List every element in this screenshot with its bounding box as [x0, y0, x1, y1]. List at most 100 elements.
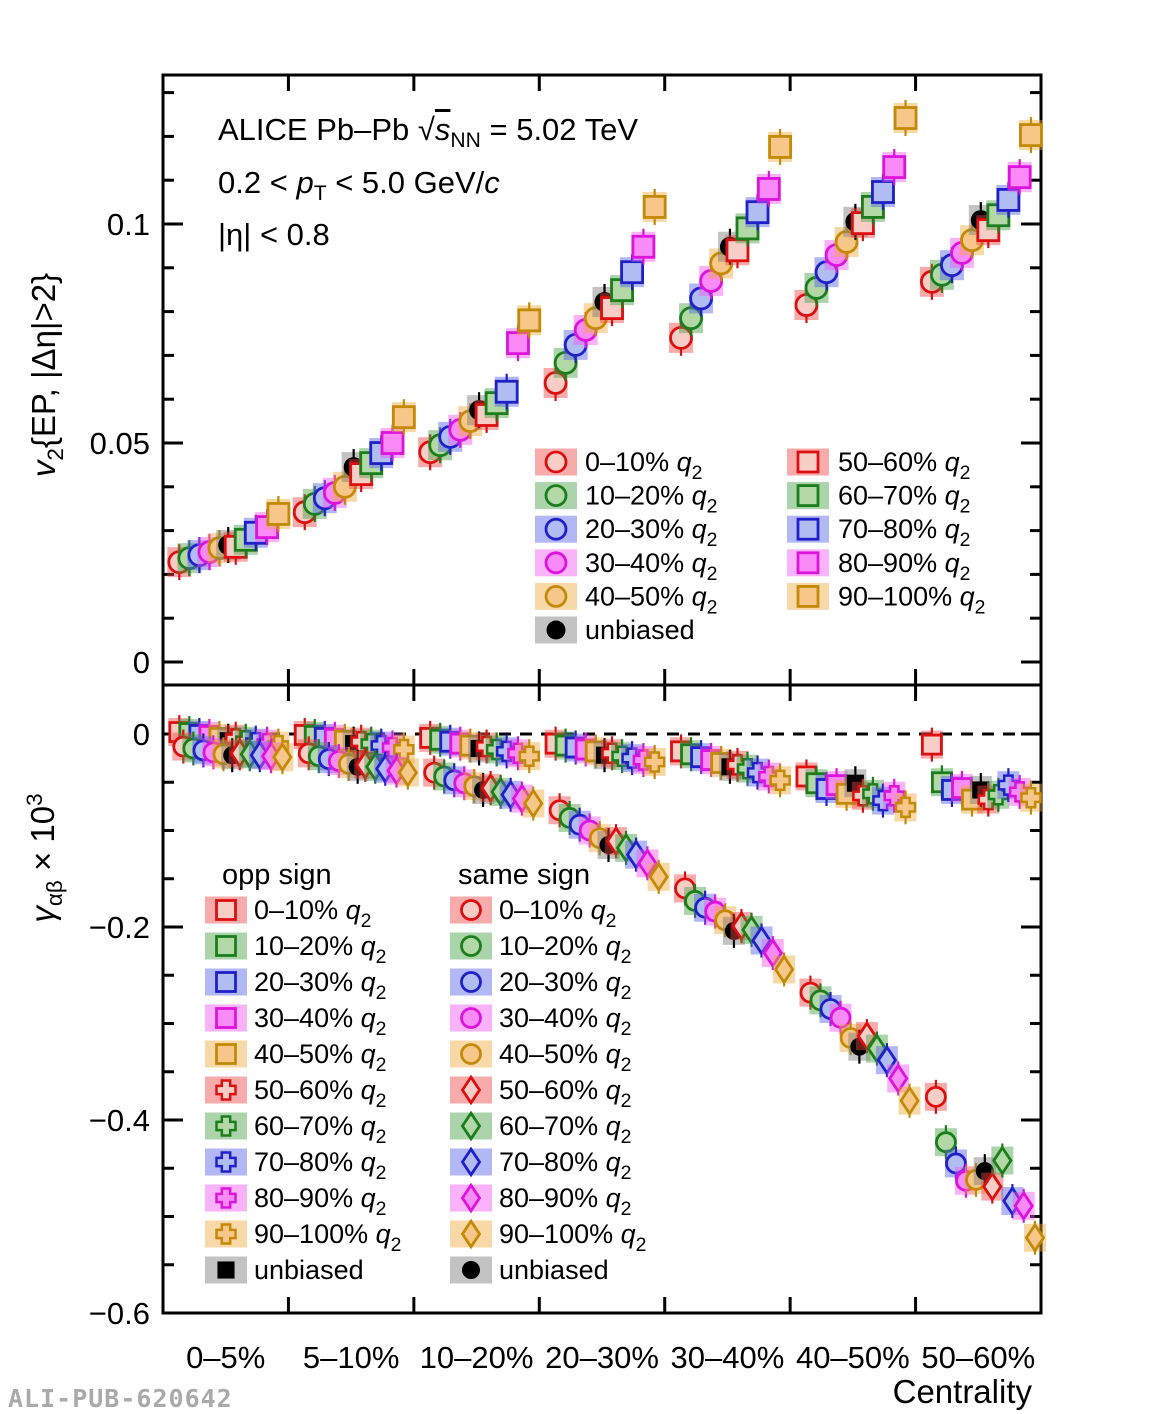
- y-tick-label: −0.6: [89, 1296, 150, 1331]
- data-point-marker: [882, 155, 907, 179]
- data-point-marker: [888, 1063, 909, 1094]
- data-point-marker: [642, 195, 667, 219]
- y-tick-label: 0.05: [90, 426, 150, 461]
- data-point-marker: [996, 188, 1021, 212]
- series-90–100% q₂: [271, 740, 1046, 1255]
- data-point-marker: [266, 502, 291, 526]
- legend-item: 30–40% q2: [205, 1003, 386, 1040]
- legend-item: 10–20% q2: [205, 931, 386, 968]
- data-point-marker: [460, 1146, 482, 1178]
- legend-item: 0–10% q2: [450, 895, 616, 932]
- legend-label: 80–90% q2: [838, 548, 970, 585]
- sqrt-symbol: √: [417, 112, 435, 147]
- legend-label: 30–40% q2: [254, 1003, 386, 1040]
- annotation-line1: ALICE Pb–Pb √sNN = 5.02 TeV: [218, 112, 639, 153]
- watermark: ALI-PUB-620642: [8, 1384, 233, 1413]
- data-point-marker: [460, 1074, 482, 1106]
- y-tick-label: −0.4: [89, 1103, 150, 1138]
- data-point-marker: [621, 747, 643, 769]
- legend-label: unbiased: [585, 615, 695, 645]
- legend-item: 30–40% q2: [450, 1003, 631, 1040]
- legend-item: 70–80% q2: [787, 514, 970, 551]
- legend-item: 90–100% q2: [450, 1218, 646, 1256]
- data-point-marker: [796, 551, 820, 575]
- data-point-marker: [506, 331, 530, 356]
- data-point-marker: [544, 551, 568, 575]
- data-point-marker: [1020, 786, 1042, 809]
- data-point-marker: [632, 749, 655, 771]
- y-axis-title-bottom: γαβ × 103: [22, 793, 67, 923]
- data-point-marker: [894, 796, 917, 819]
- legend-label: 40–50% q2: [499, 1039, 631, 1076]
- data-point-marker: [272, 741, 293, 773]
- data-point-marker: [1024, 1222, 1046, 1254]
- data-point-marker: [544, 450, 568, 474]
- data-point-marker: [518, 745, 541, 767]
- legend-item: 20–30% q2: [535, 514, 717, 551]
- legend-label: 40–50% q2: [254, 1039, 386, 1076]
- data-point-marker: [507, 742, 529, 765]
- legend-item: 90–100% q2: [787, 581, 985, 618]
- legend-label: 10–20% q2: [585, 481, 717, 518]
- data-point-marker: [769, 769, 791, 792]
- data-point-marker: [876, 1044, 898, 1076]
- data-point-marker: [495, 740, 518, 763]
- y-tick-label: −0.2: [89, 910, 150, 945]
- x-tick-label: 30–40%: [671, 1340, 785, 1375]
- data-point-marker: [893, 106, 918, 130]
- legend-label: 40–50% q2: [585, 581, 717, 618]
- data-point-marker: [975, 1162, 994, 1181]
- data-point-marker: [796, 517, 820, 541]
- data-point-marker: [460, 1110, 482, 1142]
- data-point-marker: [461, 1260, 481, 1280]
- data-point-marker: [643, 751, 666, 773]
- legend-label: unbiased: [254, 1255, 364, 1285]
- data-point-marker: [215, 935, 237, 957]
- legend-item: 60–70% q2: [787, 481, 970, 518]
- legend-item: 50–60% q2: [205, 1075, 386, 1112]
- y-tick-label: 0: [133, 645, 150, 680]
- data-point-marker: [397, 757, 419, 788]
- legend-label: 60–70% q2: [838, 481, 970, 518]
- data-point-marker: [982, 1171, 1003, 1202]
- legend-label: 0–10% q2: [585, 447, 702, 484]
- data-point-marker: [935, 1131, 957, 1154]
- data-point-marker: [215, 971, 237, 993]
- data-point-marker: [215, 1151, 237, 1173]
- legend-item: unbiased: [450, 1255, 609, 1285]
- legend-label: 30–40% q2: [499, 1003, 631, 1040]
- data-point-marker: [523, 788, 544, 819]
- data-point-marker: [945, 1152, 967, 1175]
- data-point-marker: [543, 371, 568, 395]
- legend-label: 10–20% q2: [254, 931, 386, 968]
- data-point-marker: [648, 861, 669, 893]
- legend-item: 70–80% q2: [450, 1146, 631, 1184]
- data-point-marker: [620, 260, 645, 285]
- data-point-marker: [756, 177, 781, 201]
- data-point-marker: [631, 234, 656, 259]
- legend-label: 0–10% q2: [254, 895, 371, 932]
- annotation-line3: |η| < 0.8: [218, 217, 330, 252]
- legend-item: unbiased: [205, 1255, 364, 1285]
- data-point-marker: [391, 405, 416, 430]
- legend-item: 50–60% q2: [450, 1074, 631, 1112]
- data-point-marker: [987, 784, 1010, 806]
- legend-item: 20–30% q2: [450, 967, 631, 1004]
- legend-item: 80–90% q2: [450, 1182, 631, 1220]
- plot-frames: [161, 73, 1043, 1315]
- data-point-marker: [625, 839, 647, 870]
- data-point-marker: [992, 1145, 1013, 1176]
- data-point-marker: [637, 847, 658, 879]
- data-point-marker: [834, 230, 859, 254]
- data-point-marker: [1002, 1185, 1023, 1217]
- x-axis-title: Centrality: [893, 1373, 1033, 1410]
- y-tick-label: 0: [133, 717, 150, 752]
- data-point-marker: [796, 585, 820, 608]
- data-point-marker: [215, 1115, 237, 1137]
- legend-item: 40–50% q2: [450, 1039, 631, 1076]
- data-point-marker: [768, 135, 793, 159]
- legend-item: 50–60% q2: [787, 447, 970, 484]
- legend-item: 10–20% q2: [450, 931, 631, 968]
- series-90–100% q₂: [266, 100, 1043, 532]
